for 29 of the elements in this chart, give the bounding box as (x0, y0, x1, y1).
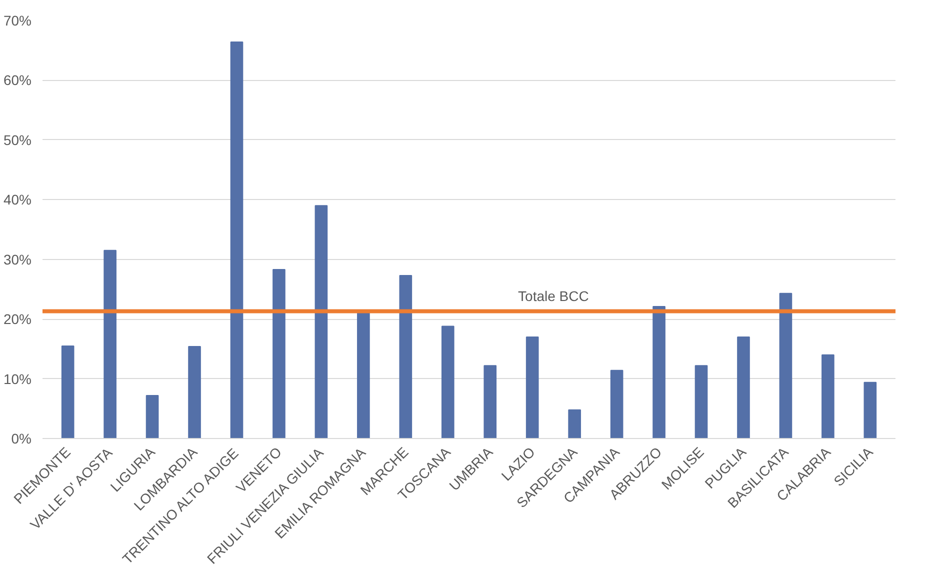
y-tick-label: 10% (3, 370, 32, 387)
bar (104, 250, 116, 438)
y-tick-label: 50% (3, 132, 32, 148)
ref-line-label: Totale BCC (518, 288, 589, 304)
bar (694, 365, 708, 438)
bar (864, 382, 877, 438)
bar (146, 395, 159, 438)
y-tick-label: 30% (3, 251, 32, 268)
y-tick-label: 60% (3, 72, 32, 88)
bar (737, 336, 750, 438)
bar (188, 346, 201, 438)
bar (610, 370, 624, 438)
bar (652, 306, 666, 438)
bar (314, 205, 328, 438)
bar (357, 312, 370, 438)
bar (568, 409, 581, 438)
bar (822, 354, 834, 438)
bar (484, 365, 497, 438)
bar (272, 269, 286, 438)
y-tick-label: 0% (11, 430, 32, 446)
y-tick-label: 70% (3, 12, 32, 28)
bar (230, 41, 244, 438)
y-tick-label: 40% (3, 192, 32, 208)
bar (61, 345, 74, 438)
y-tick-label: 20% (3, 311, 32, 328)
bar (441, 326, 454, 438)
bar (399, 274, 412, 438)
bar (526, 336, 539, 438)
bar (779, 292, 792, 438)
